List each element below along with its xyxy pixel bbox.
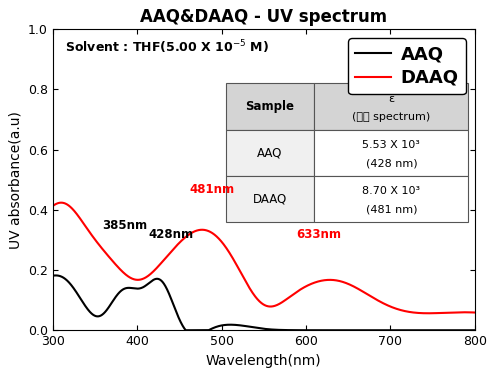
- Bar: [226, 176, 314, 222]
- AAQ: [472, 328, 478, 332]
- DAAQ: [71, 209, 77, 214]
- AAQ: [71, 287, 77, 292]
- Bar: [314, 83, 468, 130]
- Text: ε: ε: [388, 94, 395, 104]
- DAAQ: [58, 200, 64, 205]
- Line: DAAQ: DAAQ: [53, 203, 475, 313]
- Text: AAQ: AAQ: [257, 146, 283, 159]
- Text: (428 nm): (428 nm): [365, 158, 417, 168]
- AAQ: [460, 328, 466, 332]
- AAQ: [460, 328, 466, 332]
- Bar: [314, 130, 468, 176]
- Bar: [314, 176, 468, 222]
- Text: Sample: Sample: [246, 100, 295, 113]
- DAAQ: [425, 311, 431, 315]
- Text: 633nm: 633nm: [296, 229, 341, 241]
- DAAQ: [382, 302, 388, 306]
- DAAQ: [255, 298, 261, 302]
- AAQ: [244, 324, 250, 329]
- Title: AAQ&DAAQ - UV spectrum: AAQ&DAAQ - UV spectrum: [140, 8, 387, 26]
- DAAQ: [472, 310, 478, 315]
- AAQ: [383, 328, 389, 332]
- DAAQ: [460, 310, 466, 315]
- Text: 428nm: 428nm: [148, 229, 193, 241]
- Bar: [226, 83, 314, 130]
- Text: 8.70 X 10³: 8.70 X 10³: [362, 186, 420, 196]
- Line: AAQ: AAQ: [53, 276, 475, 330]
- DAAQ: [460, 310, 466, 315]
- Text: 5.53 X 10³: 5.53 X 10³: [362, 140, 420, 150]
- Text: 481nm: 481nm: [190, 183, 235, 196]
- Y-axis label: UV absorbance(a.u): UV absorbance(a.u): [8, 111, 22, 249]
- DAAQ: [50, 204, 56, 208]
- Bar: [226, 130, 314, 176]
- DAAQ: [244, 281, 250, 286]
- Legend: AAQ, DAAQ: AAQ, DAAQ: [348, 38, 466, 94]
- AAQ: [255, 326, 261, 331]
- AAQ: [53, 273, 59, 278]
- AAQ: [183, 328, 189, 332]
- AAQ: [50, 273, 56, 278]
- Text: (481 nm): (481 nm): [366, 205, 417, 214]
- Text: DAAQ: DAAQ: [253, 193, 287, 205]
- Text: Solvent : THF(5.00 X 10$^{-5}$ M): Solvent : THF(5.00 X 10$^{-5}$ M): [65, 38, 269, 56]
- Text: 385nm: 385nm: [101, 220, 147, 232]
- X-axis label: Wavelength(nm): Wavelength(nm): [206, 354, 322, 368]
- Text: (기준 spectrum): (기준 spectrum): [352, 112, 431, 122]
